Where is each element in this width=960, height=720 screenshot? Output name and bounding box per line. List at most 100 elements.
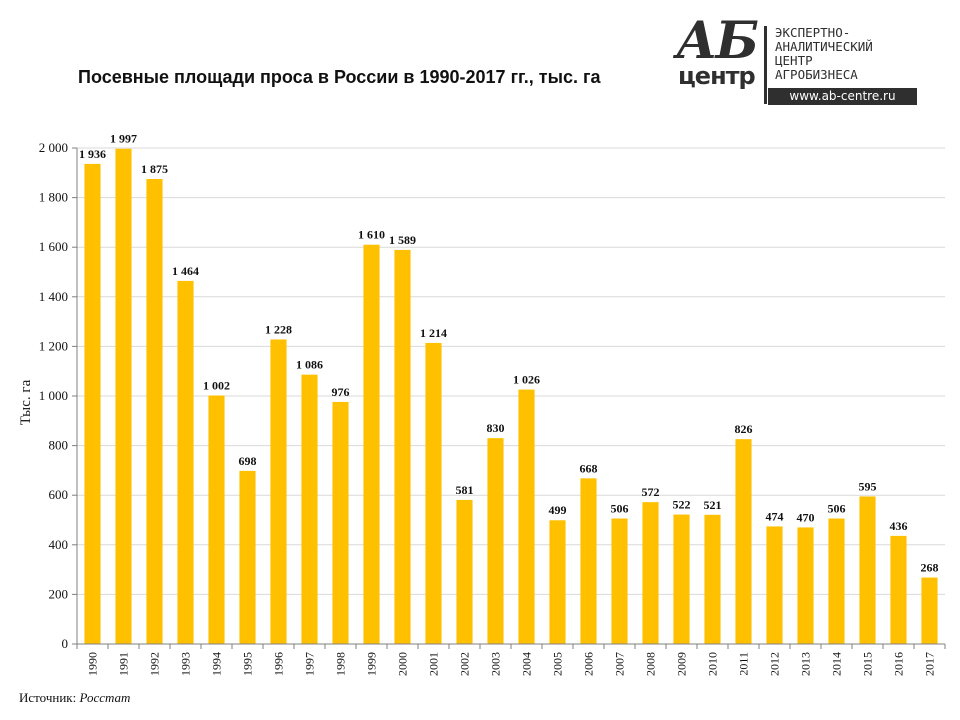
x-tick-label: 2007 [613, 652, 627, 676]
x-tick-label: 1998 [334, 652, 348, 676]
data-label: 474 [766, 509, 784, 523]
data-label: 1 228 [265, 322, 292, 336]
data-label: 1 875 [141, 162, 168, 176]
logo-line-4: АГРОБИЗНЕСА [775, 67, 858, 82]
y-tick-label: 1 800 [39, 190, 68, 205]
x-tick-label: 2002 [458, 652, 472, 676]
x-tick-label: 1999 [365, 652, 379, 676]
data-label: 976 [332, 385, 350, 399]
x-tick-label: 1994 [210, 652, 224, 676]
x-tick-label: 2015 [861, 652, 875, 676]
bar [115, 148, 132, 644]
y-tick-label: 800 [49, 438, 69, 453]
bar [611, 518, 628, 644]
data-label: 830 [487, 421, 505, 435]
x-tick-label: 1995 [241, 652, 255, 676]
bar [797, 527, 814, 644]
data-label: 581 [456, 483, 474, 497]
x-tick-label: 2003 [489, 652, 503, 676]
data-label: 668 [580, 461, 598, 475]
data-label: 470 [797, 510, 815, 524]
bar [363, 244, 380, 644]
x-tick-label: 2000 [396, 652, 410, 676]
bar [735, 439, 752, 644]
bar [921, 577, 938, 644]
bar [766, 526, 783, 644]
bar [208, 395, 225, 644]
logo-line-1: ЭКСПЕРТНО- [775, 25, 851, 40]
y-tick-label: 1 000 [39, 388, 68, 403]
y-tick-label: 0 [62, 636, 69, 651]
bar [270, 339, 287, 644]
bar [828, 518, 845, 644]
x-tick-label: 2009 [675, 652, 689, 676]
bar [859, 496, 876, 644]
y-tick-label: 1 400 [39, 289, 68, 304]
bar [301, 374, 318, 644]
y-tick-label: 1 200 [39, 338, 68, 353]
x-tick-label: 1990 [86, 652, 100, 676]
x-tick-label: 2001 [427, 652, 441, 676]
x-tick-label: 2014 [830, 652, 844, 676]
bar [146, 179, 163, 644]
data-label: 1 002 [203, 379, 230, 393]
bar [673, 514, 690, 644]
logo-centr-text: центр [678, 62, 756, 90]
y-tick-label: 2 000 [39, 140, 68, 155]
logo-divider [764, 26, 767, 104]
chart-title: Посевные площади проса в России в 1990-2… [78, 67, 601, 87]
logo-line-3: ЦЕНТР [775, 53, 813, 68]
source-value: Росстат [79, 690, 131, 705]
bar [332, 401, 349, 644]
bar [425, 342, 442, 644]
x-tick-label: 1993 [179, 652, 193, 676]
logo-ab-text: АБ [676, 11, 759, 71]
y-axis-label: Тыс. га [18, 379, 35, 426]
x-tick-label: 1997 [303, 652, 317, 676]
logo-description: ЭКСПЕРТНО- АНАЛИТИЧЕСКИЙ ЦЕНТР АГРОБИЗНЕ… [775, 26, 873, 82]
data-label: 1 026 [513, 373, 540, 387]
bar [704, 514, 721, 644]
ab-centre-logo: АБ центр ЭКСПЕРТНО- АНАЛИТИЧЕСКИЙ ЦЕНТР … [676, 16, 926, 108]
y-tick-label: 200 [49, 586, 69, 601]
bar [642, 502, 659, 644]
bar [487, 438, 504, 644]
source-label: Источник: [19, 690, 77, 705]
data-label: 522 [673, 498, 691, 512]
data-label: 506 [828, 502, 846, 516]
x-tick-label: 2005 [551, 652, 565, 676]
bar [518, 389, 535, 644]
data-label: 1 936 [79, 147, 106, 161]
logo-url: www.ab-centre.ru [768, 88, 917, 105]
data-label: 499 [549, 503, 567, 517]
x-tick-label: 2012 [768, 652, 782, 676]
data-label: 595 [859, 479, 877, 493]
x-tick-label: 2011 [737, 652, 751, 676]
x-tick-label: 2016 [892, 652, 906, 676]
bar [239, 470, 256, 644]
source-note: Источник: Росстат [19, 690, 130, 706]
x-tick-label: 2004 [520, 652, 534, 676]
data-label: 698 [239, 454, 257, 468]
bar [177, 280, 194, 644]
data-label: 521 [704, 498, 722, 512]
x-tick-label: 2013 [799, 652, 813, 676]
x-tick-label: 2006 [582, 652, 596, 676]
x-tick-label: 1992 [148, 652, 162, 676]
bar [580, 478, 597, 644]
data-label: 1 464 [172, 264, 199, 278]
data-label: 1 589 [389, 233, 416, 247]
data-label: 1 214 [420, 326, 447, 340]
bar [890, 535, 907, 644]
data-label: 436 [890, 519, 908, 533]
data-label: 826 [735, 422, 753, 436]
x-tick-label: 2017 [923, 652, 937, 676]
data-label: 1 997 [110, 132, 137, 146]
logo-line-2: АНАЛИТИЧЕСКИЙ [775, 39, 873, 54]
bar [456, 499, 473, 644]
y-tick-label: 1 600 [39, 239, 68, 254]
x-tick-label: 2010 [706, 652, 720, 676]
bar [84, 163, 101, 644]
